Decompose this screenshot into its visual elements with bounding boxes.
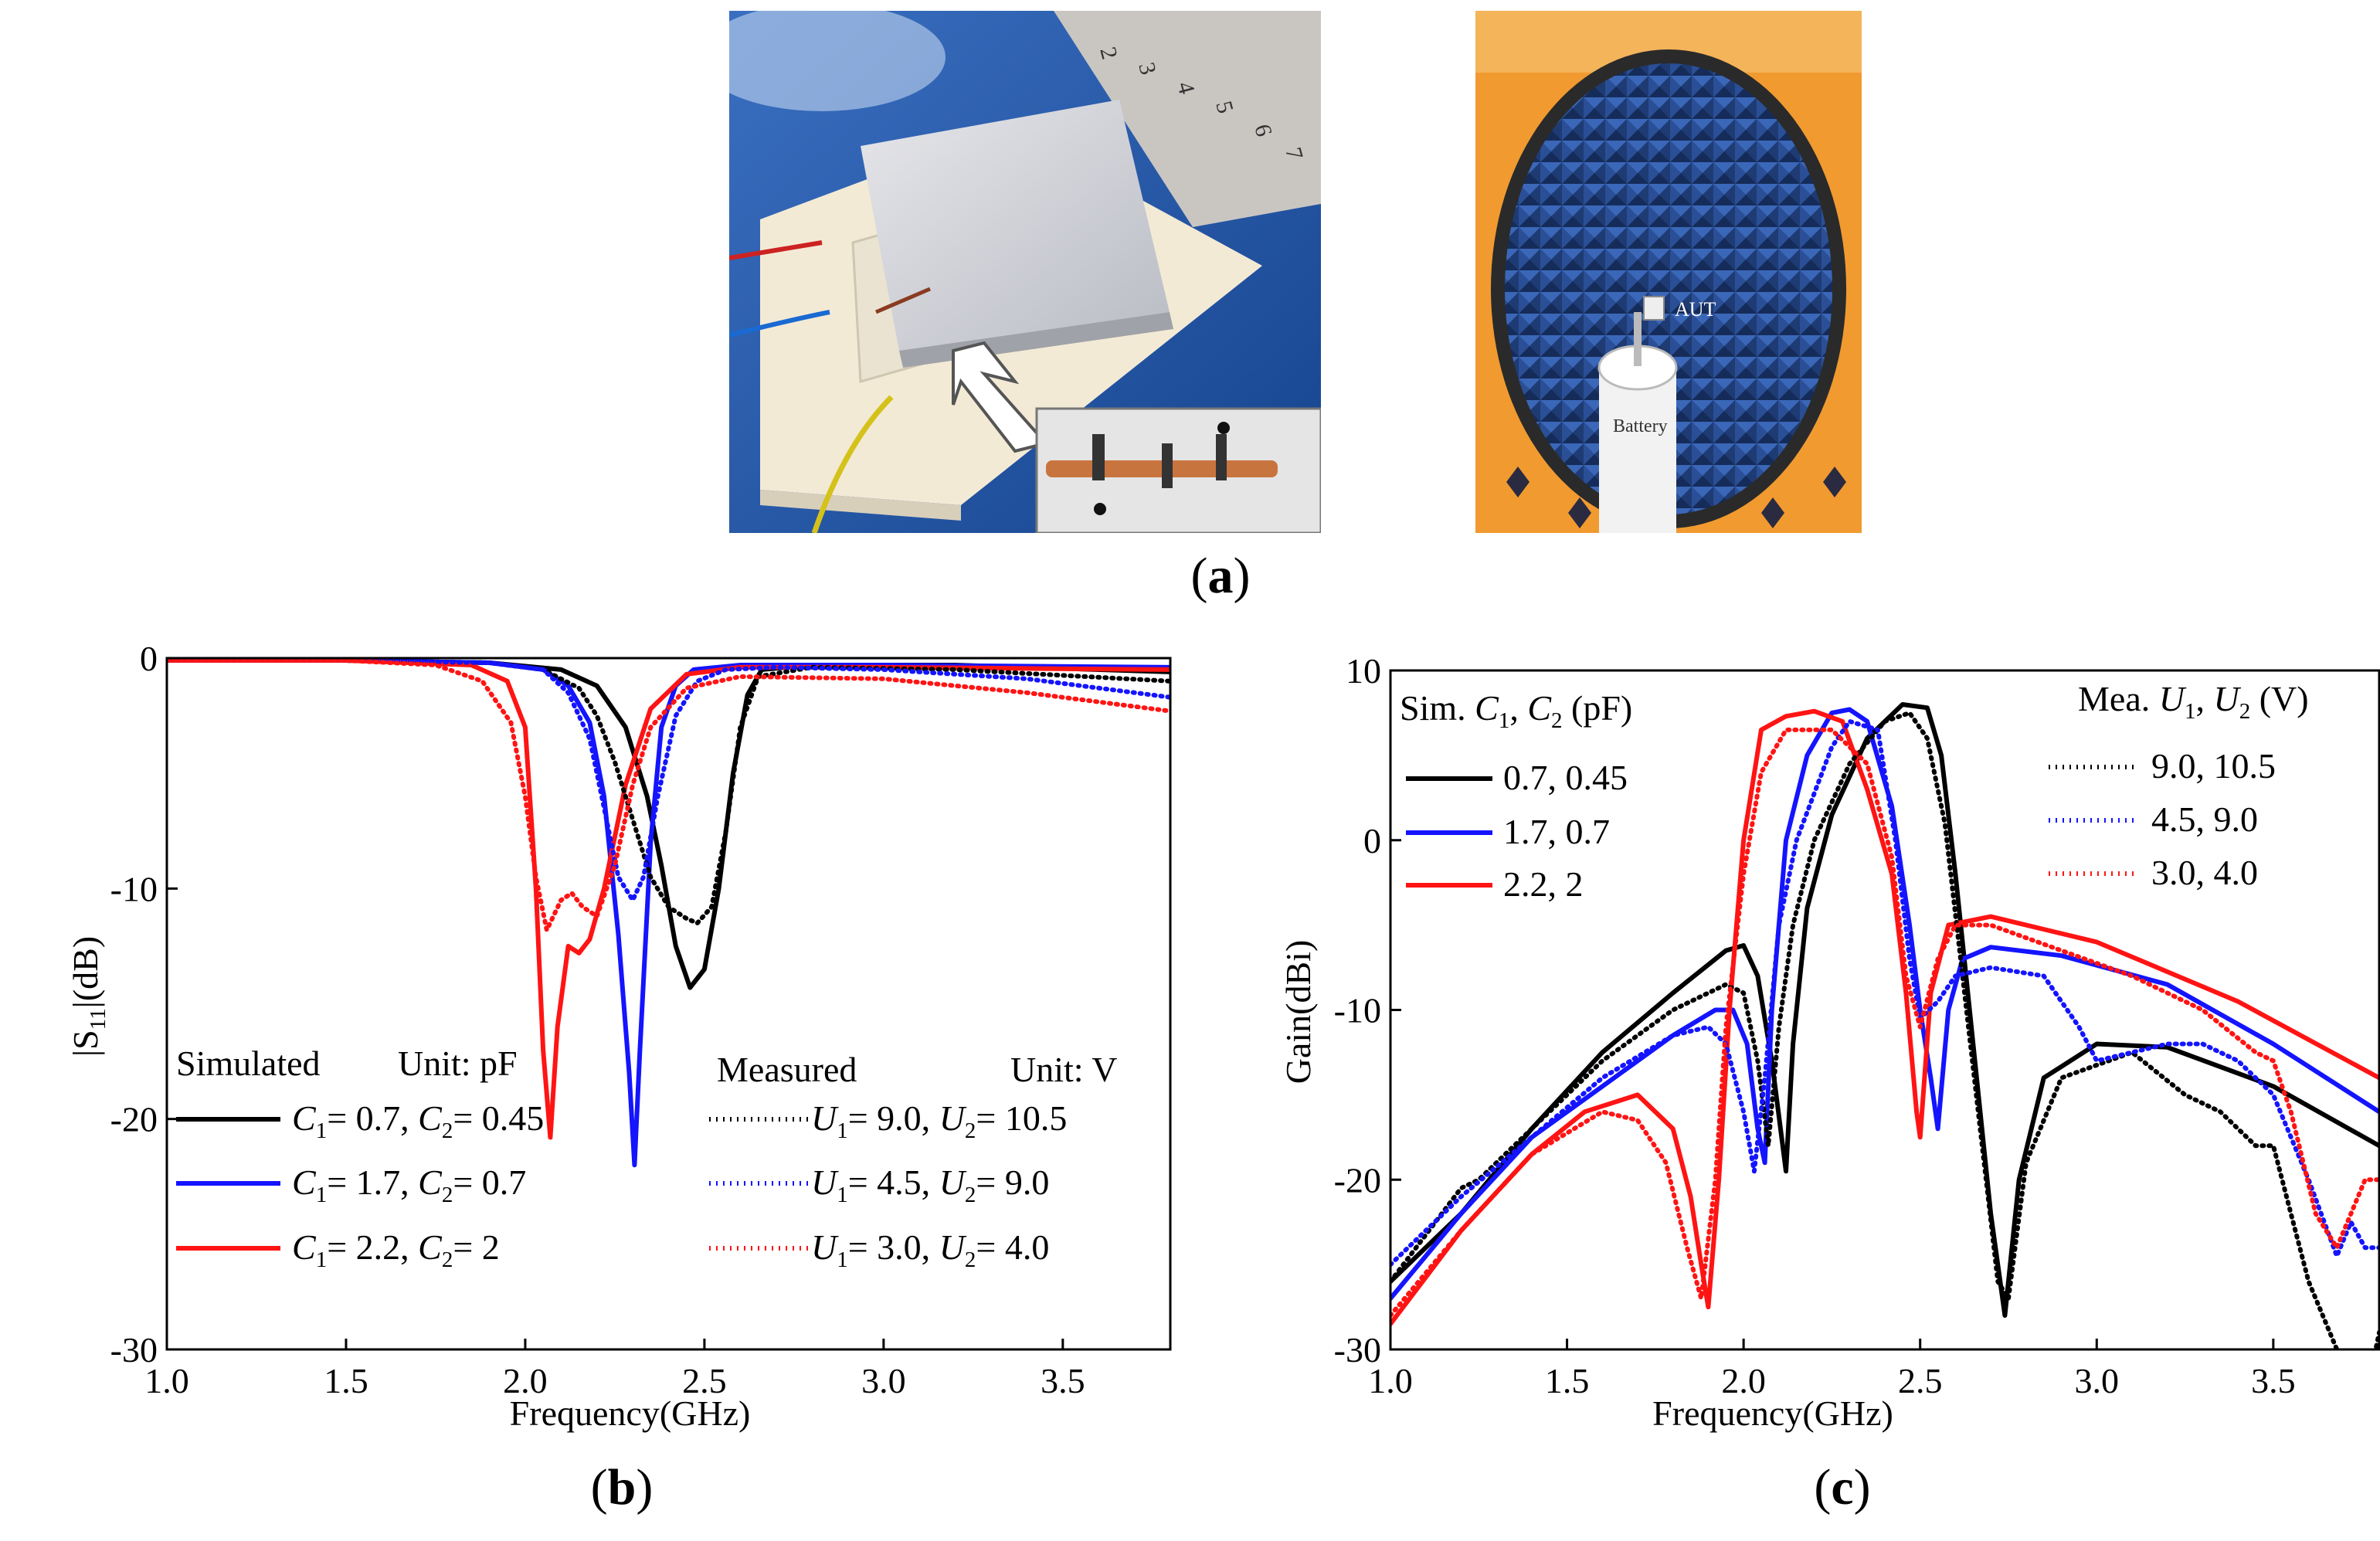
legend-label-0: C1= 0.7, C2= 0.45 (292, 1098, 544, 1143)
y-tick-label: -30 (1334, 1330, 1381, 1370)
x-tick-label: 2.5 (682, 1361, 727, 1400)
x-tick-label: 3.0 (2075, 1361, 2120, 1400)
y-tick-label: 0 (1363, 821, 1381, 860)
x-tick-label: 1.0 (1368, 1361, 1413, 1400)
series-line-simulated-0 (1390, 702, 2379, 1318)
y-tick-label: -20 (110, 1100, 158, 1139)
y-tick-label: -10 (110, 869, 158, 908)
x-axis-label: Frequency(GHz) (510, 1393, 751, 1433)
y-tick-label: 0 (140, 639, 158, 678)
antenna-prototype-picture: 2 3 4 5 6 7 (729, 11, 1321, 533)
aut-label: AUT (1675, 298, 1716, 321)
x-tick-label: 2.0 (1721, 1361, 1766, 1400)
legend-label-5: U1= 3.0, U2= 4.0 (811, 1227, 1049, 1272)
legend-sim-title: Sim. C1, C2 (pF) (1400, 688, 1632, 733)
legend-label-1: 1.7, 0.7 (1503, 812, 1610, 851)
series-line-simulated-2 (167, 658, 1170, 1140)
x-tick-label: 1.0 (144, 1361, 189, 1400)
x-tick-label: 1.5 (324, 1361, 368, 1400)
legend-label-0: 0.7, 0.45 (1503, 758, 1628, 797)
legend-simulated-title: Simulated (176, 1044, 321, 1083)
legend-label-4: 4.5, 9.0 (2151, 799, 2258, 839)
y-tick-label: 10 (1346, 651, 1381, 691)
x-tick-label: 3.0 (861, 1361, 906, 1400)
x-axis-label: Frequency(GHz) (1652, 1393, 1893, 1433)
chart-b-s11: 1.0 1.5 2.0 2.5 3.0 3.5 0 -10 -20 -30 Frequency(GH… (66, 639, 1172, 1433)
series-line-measured-4 (167, 658, 1170, 903)
series-line-measured-3 (1390, 710, 2379, 1349)
legend-label-3: 9.0, 10.5 (2151, 746, 2276, 786)
x-tick-label: 1.5 (1545, 1361, 1590, 1400)
caption-a: (a) (1190, 548, 1251, 604)
caption-b: (b) (590, 1459, 654, 1516)
legend-label-5: 3.0, 4.0 (2151, 853, 2258, 892)
x-tick-label: 3.5 (2251, 1361, 2296, 1400)
series-line-measured-5 (167, 658, 1170, 932)
y-axis-label: |S11|(dB) (66, 936, 110, 1057)
legend-label-2: C1= 2.2, C2= 2 (292, 1227, 500, 1272)
y-tick-label: -20 (1334, 1160, 1381, 1200)
caption-c: (c) (1814, 1459, 1871, 1516)
antenna-prototype-photo: 2 3 4 5 6 7 (729, 11, 1321, 533)
battery-label: Battery (1613, 416, 1668, 436)
y-tick-label: -30 (110, 1330, 158, 1370)
anechoic-chamber-picture: AUT Battery (1475, 11, 1862, 533)
legend-label-3: U1= 9.0, U2= 10.5 (811, 1098, 1067, 1143)
series-line-simulated-1 (1390, 707, 2379, 1302)
y-tick-label: -10 (1334, 991, 1381, 1030)
series-line-measured-5 (1390, 727, 2379, 1318)
legend-mea-title: Mea. U1, U2 (V) (2078, 679, 2309, 724)
plot-frame (165, 657, 1172, 1351)
y-axis-label: Gain(dBi) (1278, 940, 1318, 1084)
chart-c-gain: 1.0 1.5 2.0 2.5 3.0 3.5 10 0 -10 -20 -30 Frequency(… (1278, 651, 2380, 1433)
legend-measured-unit: Unit: V (1010, 1050, 1117, 1089)
anechoic-chamber-photo: AUT Battery (1475, 11, 1862, 533)
legend-label-2: 2.2, 2 (1503, 864, 1584, 904)
x-tick-label: 2.5 (1898, 1361, 1943, 1400)
legend-simulated-unit: Unit: pF (398, 1044, 518, 1083)
legend-measured-title: Measured (717, 1050, 857, 1089)
x-tick-label: 3.5 (1041, 1361, 1085, 1400)
series-line-measured-4 (1390, 718, 2379, 1268)
legend-label-1: C1= 1.7, C2= 0.7 (292, 1163, 526, 1207)
legend-label-4: U1= 4.5, U2= 9.0 (811, 1163, 1049, 1207)
x-tick-label: 2.0 (503, 1361, 548, 1400)
